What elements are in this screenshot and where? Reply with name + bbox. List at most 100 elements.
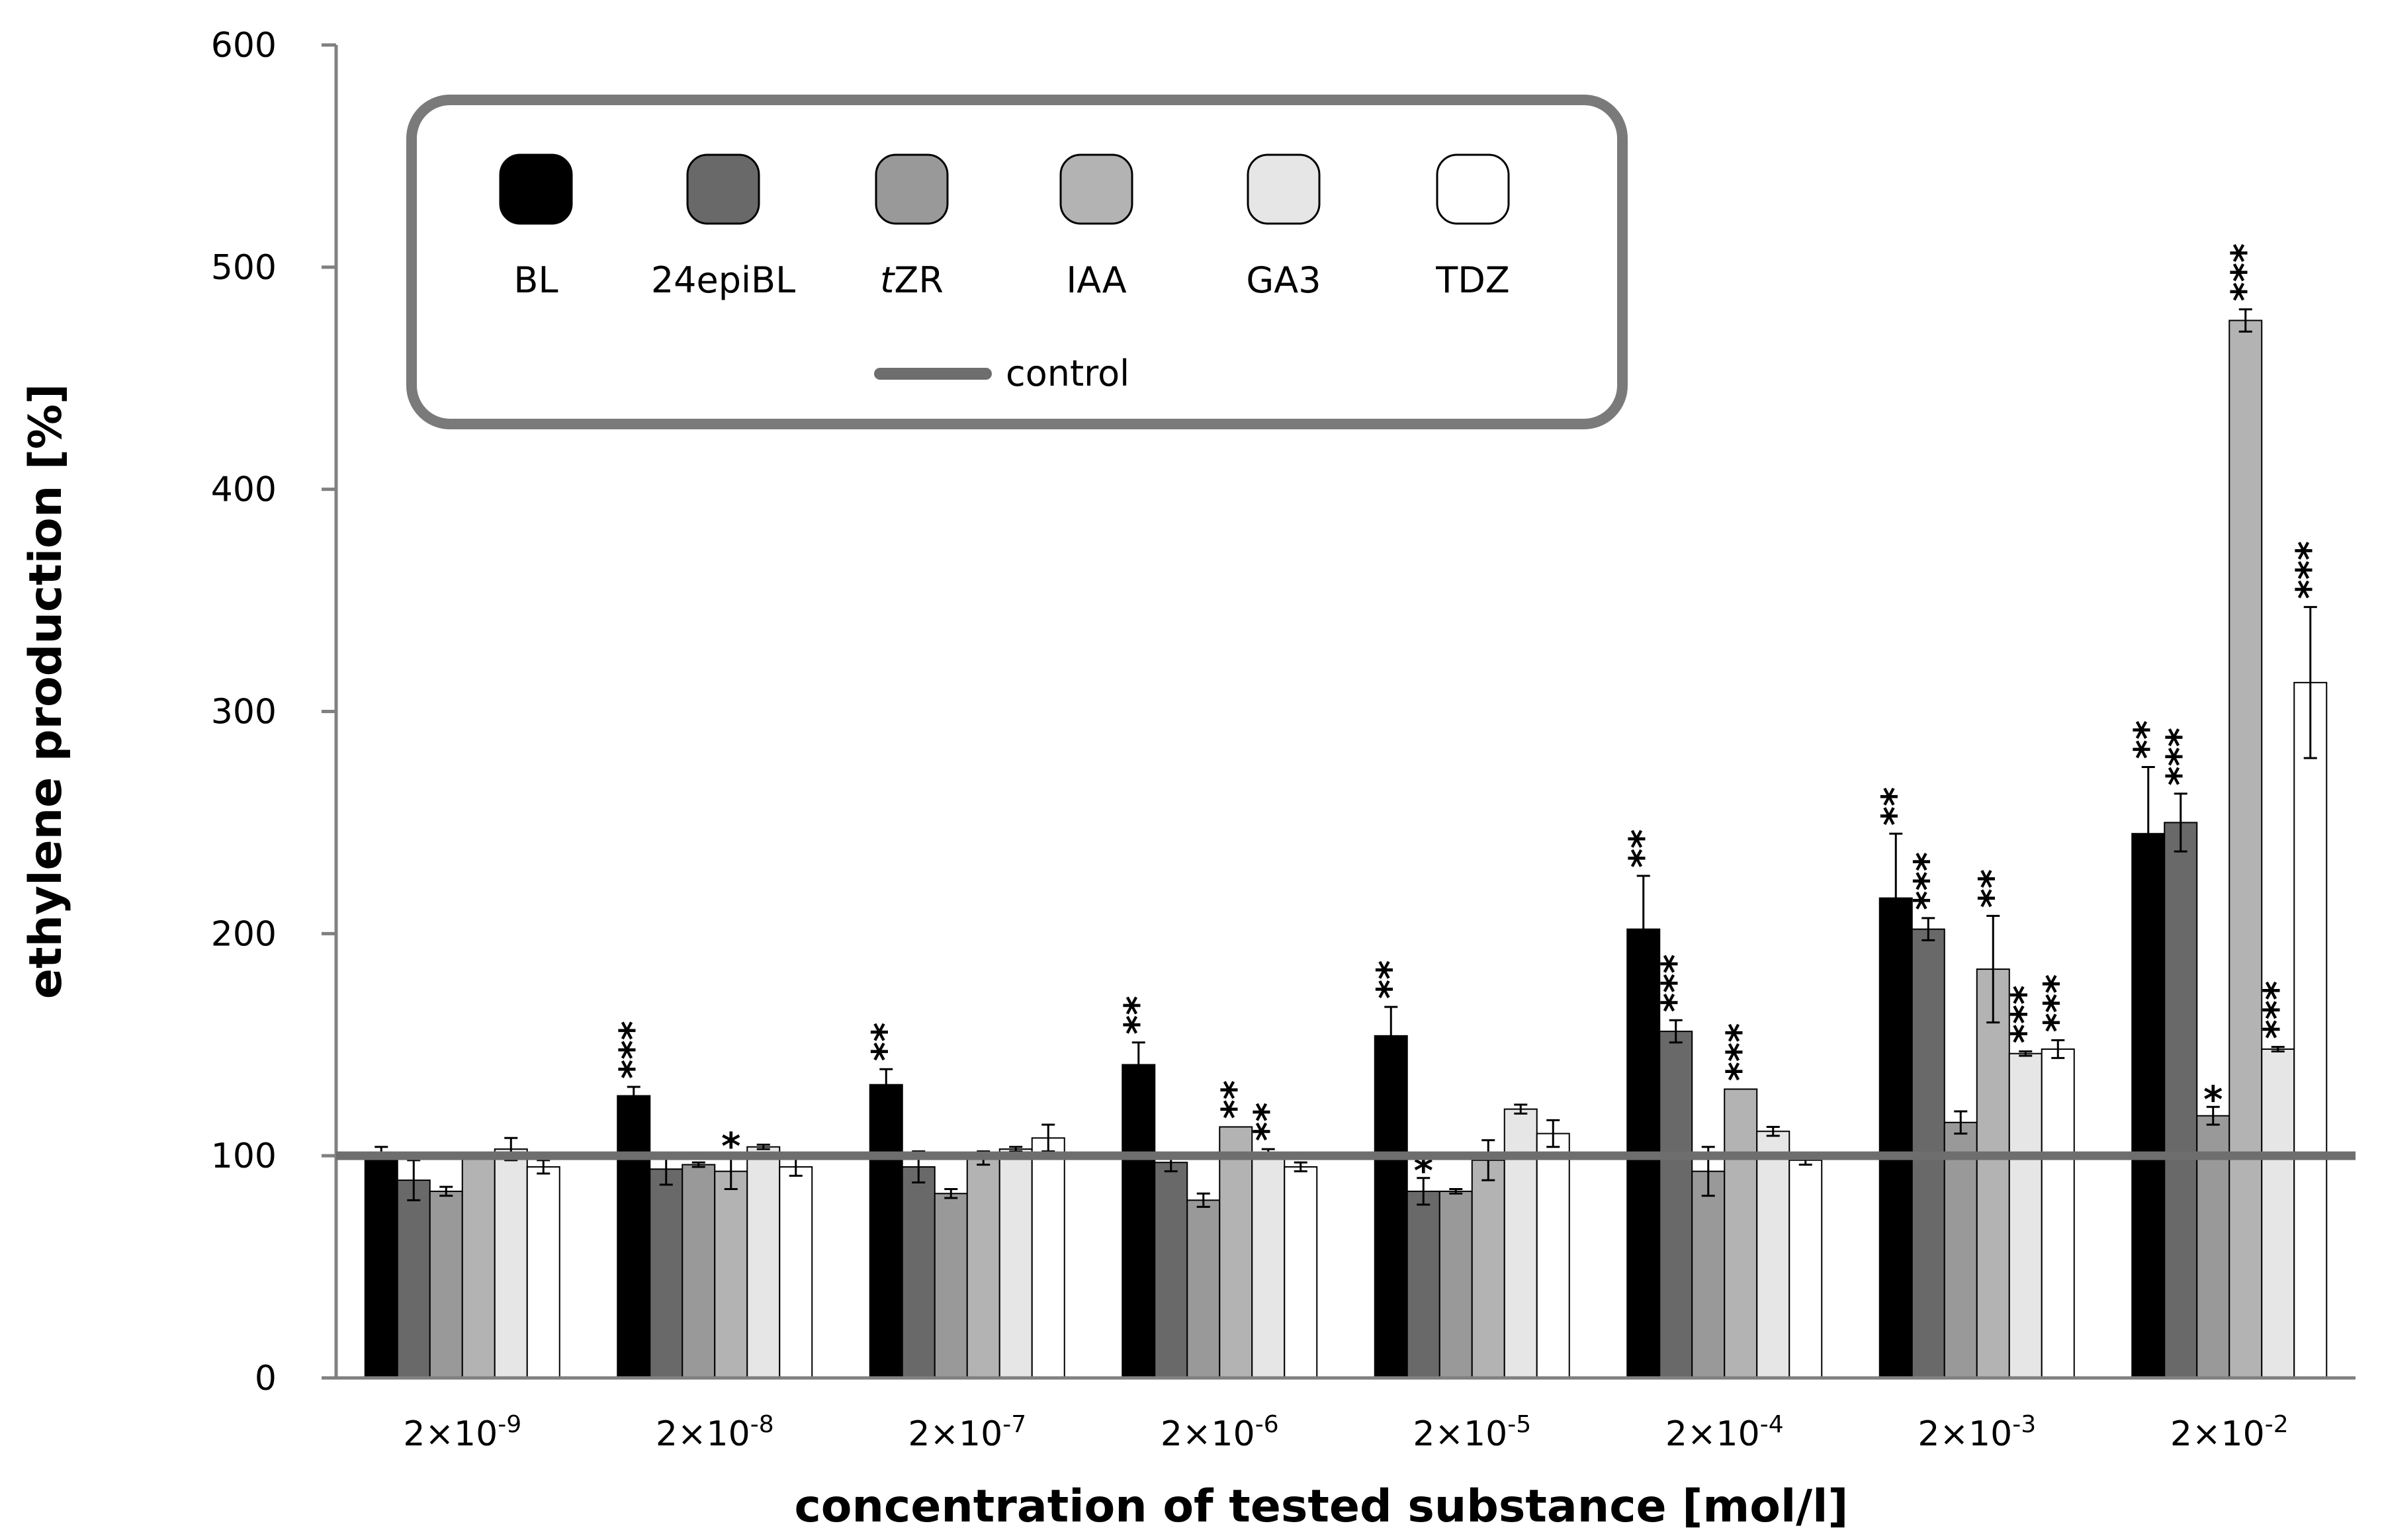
significance-mark: * [721, 1125, 740, 1168]
bar-tzr [1943, 1121, 1978, 1379]
x-tick-label: 2×10-7 [908, 1411, 1026, 1454]
y-tick-label: 400 [211, 470, 277, 510]
significance-mark: ** [1874, 787, 1917, 826]
legend-label: 24epiBL [651, 259, 795, 301]
bar-tdz [1788, 1159, 1823, 1379]
bar-iaa [2228, 320, 2263, 1379]
bar-bl [617, 1095, 651, 1379]
y-tick-label: 300 [211, 693, 277, 732]
legend-label: BL [513, 259, 558, 301]
bar-bl [1122, 1064, 1156, 1379]
legend-label: GA3 [1246, 259, 1321, 301]
bar-ga3 [494, 1148, 528, 1379]
significance-mark: ** [864, 1023, 907, 1062]
x-axis-tick-labels: 2×10-9 2×10-8 2×10-7 2×10-6 2×10-5 2×10-4 2×10… [403, 1411, 2288, 1454]
significance-mark: *** [612, 1021, 655, 1079]
bar-bl [364, 1155, 398, 1379]
bar-ga3 [1503, 1108, 1538, 1379]
significance-marks: **************************** ************… [612, 243, 2332, 1193]
x-tick-label: 2×10-3 [1918, 1411, 2036, 1454]
legend-swatch [686, 153, 760, 225]
y-tick-label: 200 [211, 914, 277, 954]
legend-label: IAA [1066, 259, 1126, 301]
x-tick-label: 2×10-2 [2170, 1411, 2289, 1454]
significance-mark: *** [1654, 954, 1697, 1012]
y-tick-label: 0 [255, 1359, 277, 1398]
x-axis-title: concentration of tested substance [mol/l… [795, 1480, 1849, 1533]
significance-mark: *** [2224, 243, 2267, 302]
bar-24epibl [901, 1166, 936, 1379]
bar-tzr [1438, 1190, 1473, 1379]
y-tick-label: 100 [211, 1136, 277, 1176]
bar-tdz [526, 1166, 560, 1379]
bar-24epibl [396, 1179, 431, 1379]
legend-label: tZR [880, 259, 944, 301]
legend-swatch [499, 153, 573, 225]
legend-label: TDZ [1435, 259, 1510, 301]
bar-tdz [1031, 1137, 1065, 1379]
significance-mark: *** [2036, 974, 2079, 1033]
significance-mark: ** [1971, 869, 2014, 908]
bar-24epibl [1659, 1031, 1693, 1379]
bar-ga3 [2261, 1048, 2295, 1379]
y-axis-title: ethylene production [%] [20, 384, 72, 999]
bar-tzr [1186, 1199, 1221, 1379]
legend-swatch [1247, 153, 1321, 225]
bar-tdz [1536, 1133, 1570, 1379]
legend-items: BL 24epiBL tZR IAA GA3 TDZ [499, 153, 1510, 301]
significance-mark: ** [1247, 1103, 1290, 1142]
bar-iaa [1219, 1126, 1253, 1379]
significance-mark: ** [2127, 720, 2170, 759]
legend-control-label: control [1006, 353, 1129, 394]
legend-swatch [875, 153, 949, 225]
bar-tzr [682, 1164, 716, 1379]
significance-mark: *** [1719, 1023, 1762, 1082]
bar-tzr [429, 1190, 463, 1379]
bar-iaa [1976, 968, 2010, 1379]
x-tick-label: 2×10-8 [656, 1411, 774, 1454]
bar-tzr [934, 1193, 968, 1379]
significance-mark: *** [1906, 852, 1949, 910]
bar-iaa [1471, 1159, 1505, 1379]
y-axis-ticks: 0 100 200 300 400 500 600 [211, 26, 336, 1398]
bar-24epibl [1154, 1162, 1188, 1379]
x-tick-label: 2×10-9 [403, 1411, 521, 1454]
x-tick-label: 2×10-6 [1161, 1411, 1279, 1454]
bar-24epibl [649, 1168, 684, 1379]
significance-mark: ** [1214, 1080, 1257, 1119]
bar-tdz [1284, 1166, 1318, 1379]
bar-iaa [1724, 1088, 1758, 1379]
significance-mark: * [2203, 1078, 2223, 1121]
bar-24epibl [1406, 1190, 1440, 1379]
bar-tdz [2041, 1048, 2075, 1379]
legend: BL 24epiBL tZR IAA GA3 TDZ control [406, 95, 1628, 429]
bar-bl [1878, 897, 1913, 1379]
x-tick-label: 2×10-4 [1665, 1411, 1784, 1454]
significance-mark: ** [1369, 961, 1412, 1000]
significance-mark: *** [2289, 541, 2332, 599]
bar-ga3 [1756, 1131, 1790, 1379]
significance-mark: *** [2256, 981, 2299, 1039]
legend-swatch [1436, 153, 1510, 225]
y-tick-label: 500 [211, 248, 277, 288]
legend-swatch [1059, 153, 1133, 225]
error-bars [375, 308, 2317, 1208]
bar-bl [1374, 1035, 1408, 1379]
significance-mark: ** [1622, 829, 1665, 868]
bar-ga3 [746, 1146, 781, 1379]
bar-groups [364, 320, 2328, 1379]
bar-ga3 [2008, 1052, 2043, 1379]
bar-tzr [1691, 1170, 1726, 1379]
bar-24epibl [2164, 822, 2198, 1379]
bar-iaa [714, 1170, 748, 1379]
bar-bl [2131, 833, 2166, 1379]
significance-mark: ** [1117, 996, 1160, 1035]
bar-tdz [779, 1166, 813, 1379]
bar-ga3 [1251, 1152, 1286, 1379]
significance-mark: *** [2159, 728, 2202, 786]
bar-ga3 [998, 1148, 1033, 1379]
y-tick-label: 600 [211, 26, 277, 65]
bar-iaa [966, 1157, 1000, 1379]
significance-mark: *** [2004, 985, 2047, 1043]
